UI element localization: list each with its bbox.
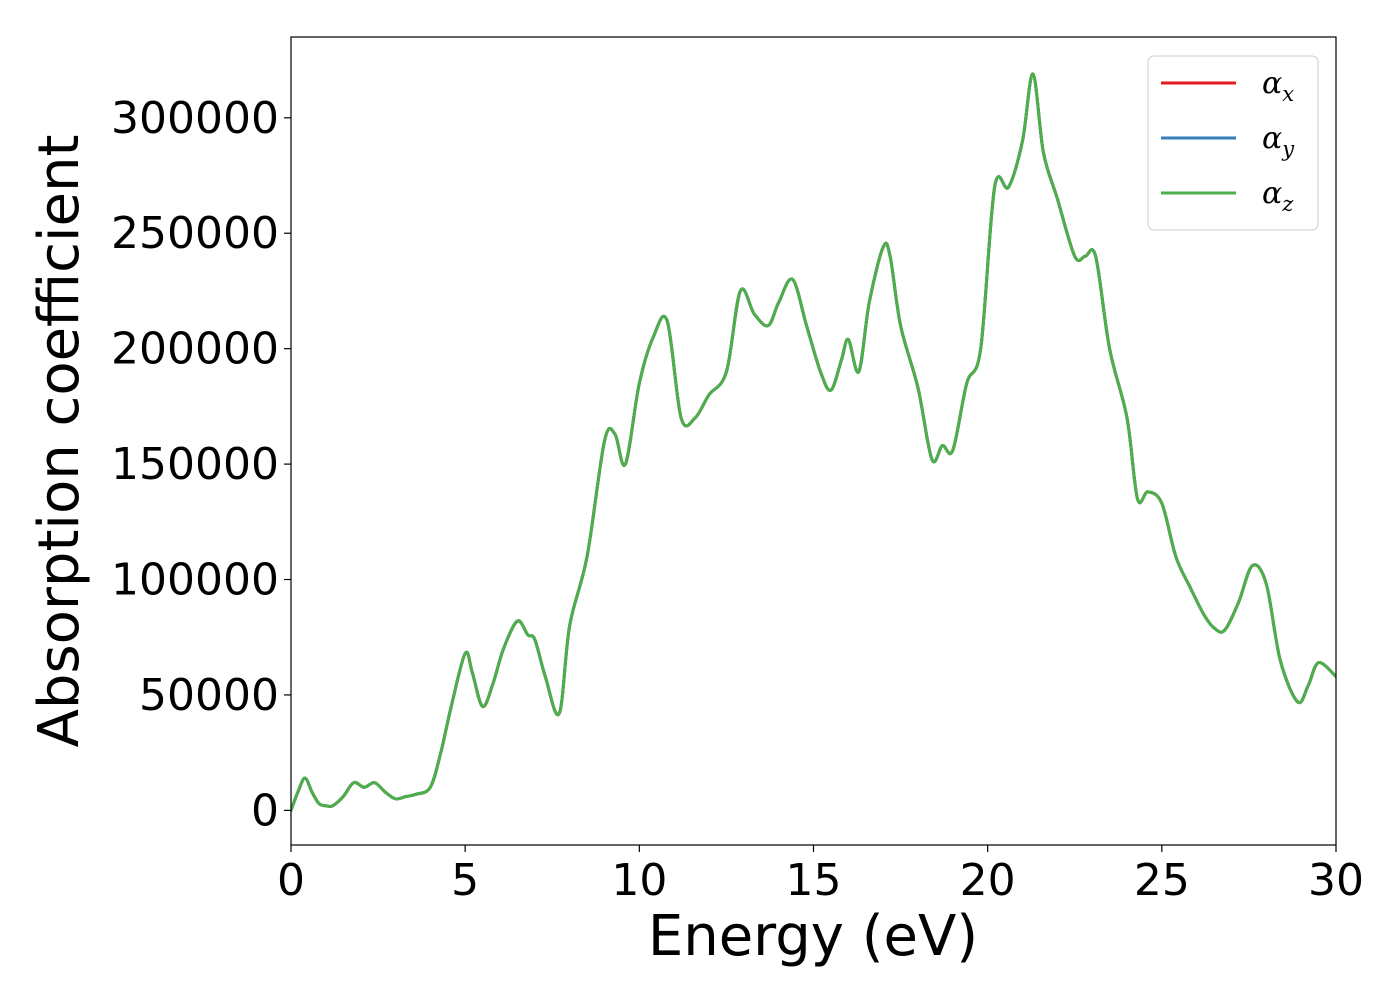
- x-tick-label: 5: [451, 855, 479, 906]
- x-tick-label: 15: [786, 855, 842, 906]
- legend-subscript: y: [1281, 137, 1295, 161]
- legend-label-alpha-y: αy: [1262, 121, 1295, 161]
- y-axis-ticks: 0 50000 100000 150000 200000 250000 300000: [111, 93, 291, 836]
- y-tick-label: 100000: [111, 555, 279, 606]
- y-tick-label: 200000: [111, 324, 279, 375]
- y-tick-label: 300000: [111, 93, 279, 144]
- legend-label-alpha-x: αx: [1262, 66, 1294, 106]
- y-tick-label: 150000: [111, 439, 279, 490]
- legend-symbol: α: [1262, 66, 1282, 101]
- y-axis-title: Absorption coefficient: [27, 135, 92, 748]
- x-tick-label: 10: [611, 855, 667, 906]
- legend-symbol: α: [1262, 176, 1282, 211]
- x-tick-label: 25: [1134, 855, 1190, 906]
- x-tick-label: 0: [277, 855, 305, 906]
- x-axis-title: Energy (eV): [648, 904, 978, 969]
- series-layer: [291, 72, 1336, 812]
- y-tick-label: 0: [251, 785, 279, 836]
- x-tick-label: 30: [1308, 855, 1364, 906]
- x-axis-ticks: 0 5 10 15 20 25 30: [277, 845, 1364, 906]
- legend-symbol: α: [1262, 121, 1282, 156]
- y-tick-label: 250000: [111, 208, 279, 259]
- legend-box: [1147, 55, 1319, 231]
- series-line-alpha-z: [291, 72, 1336, 812]
- legend-label-alpha-z: αz: [1262, 176, 1294, 216]
- x-tick-label: 20: [960, 855, 1016, 906]
- legend-subscript: z: [1281, 192, 1294, 216]
- y-tick-label: 50000: [139, 670, 279, 721]
- legend-subscript: x: [1282, 82, 1294, 106]
